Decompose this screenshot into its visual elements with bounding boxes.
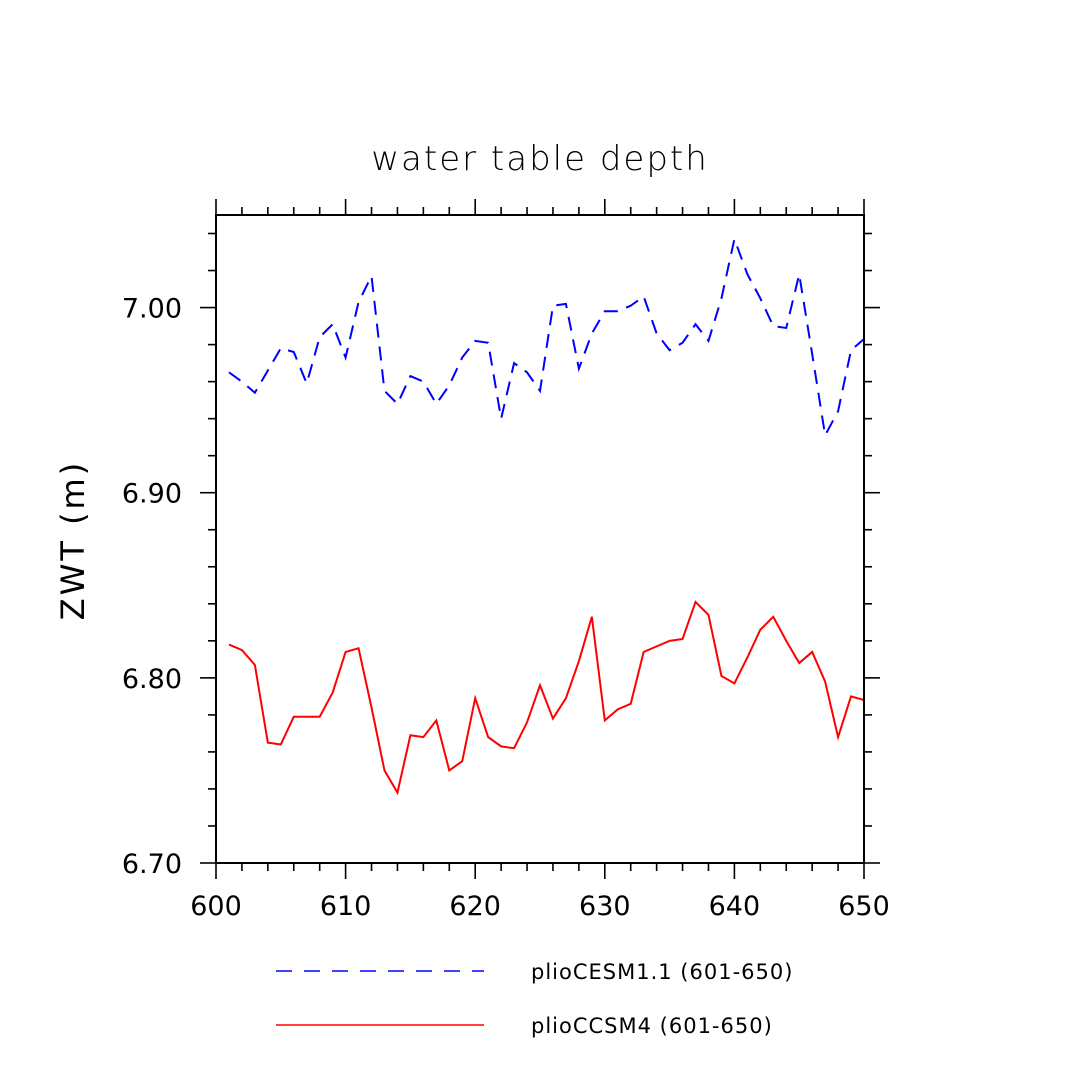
legend-label-1: plioCESM1.1 (601-650) [531,960,793,984]
x-tick-label: 600 [190,891,242,922]
plot-frame [215,214,865,864]
legend: plioCESM1.1 (601-650) plioCCSM4 (601-650) [276,960,793,1038]
series-line-1 [228,235,865,439]
plot-area [228,235,865,796]
y-axis-label: ZWT (m) [54,460,92,620]
axes: 600 610 620 630 640 650 6.70 6.80 6.90 7.00 [122,199,890,922]
series-line-2 [228,600,865,796]
x-tick-label: 640 [709,891,761,922]
y-tick-label: 7.00 [122,294,182,325]
legend-label-2: plioCCSM4 (601-650) [531,1014,773,1038]
x-tick-label: 630 [579,891,631,922]
chart-title: water table depth [371,139,709,179]
x-tick-label: 610 [320,891,372,922]
y-tick-label: 6.80 [122,664,182,695]
x-tick-label: 620 [449,891,501,922]
y-tick-label: 6.70 [122,849,182,880]
x-tick-label: 650 [838,891,890,922]
y-tick-label: 6.90 [122,479,182,510]
